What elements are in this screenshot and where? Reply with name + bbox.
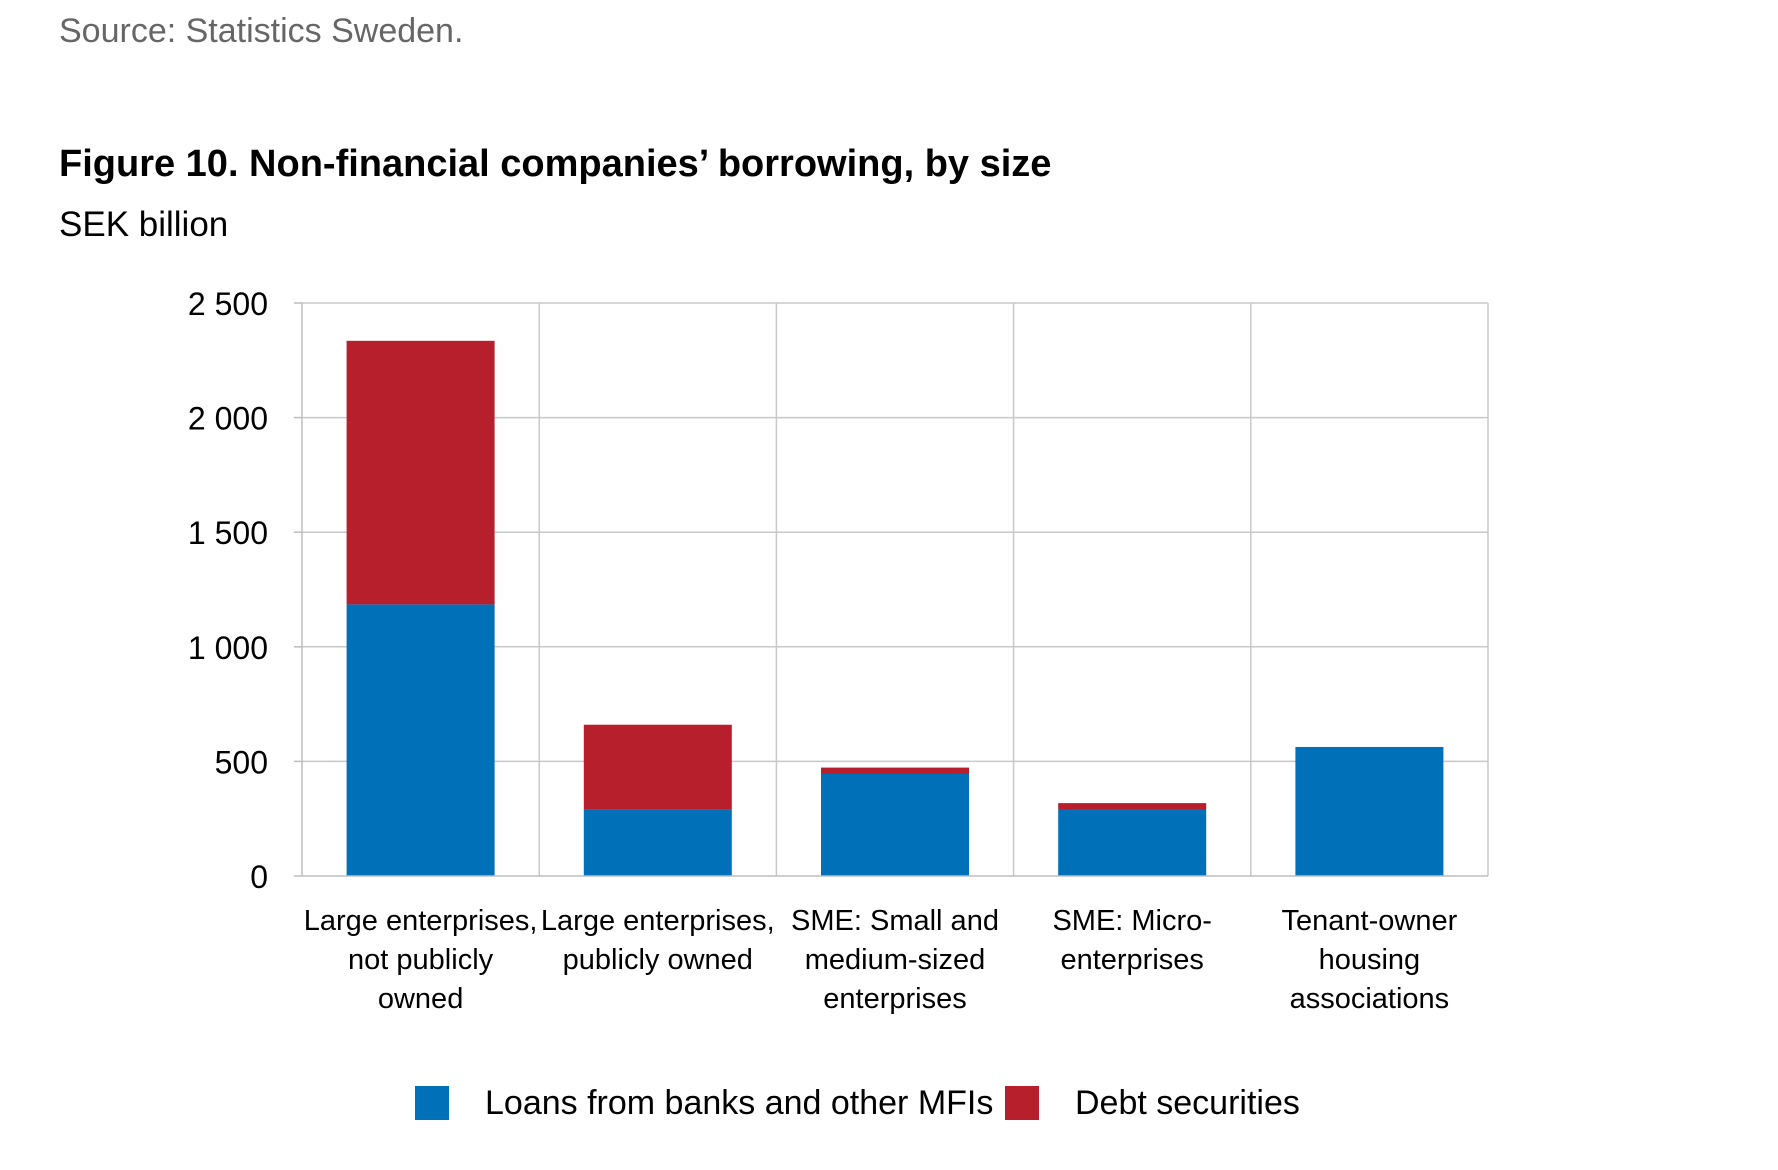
legend-label-debt-securities: Debt securities <box>1075 1083 1300 1122</box>
y-tick-label: 500 <box>215 744 268 780</box>
legend-item-loans: Loans from banks and other MFIs <box>415 1080 993 1126</box>
bar-loans <box>821 774 969 876</box>
y-tick-label: 1 000 <box>188 630 268 666</box>
legend-label-loans: Loans from banks and other MFIs <box>485 1083 994 1122</box>
bar-loans <box>1295 746 1444 876</box>
legend: Loans from banks and other MFIs Debt sec… <box>0 1080 1778 1126</box>
chart-subtitle: SEK billion <box>59 205 229 244</box>
bar-debt-securities <box>583 724 732 810</box>
y-tick-label: 0 <box>250 859 268 895</box>
y-tick-label: 2 500 <box>188 286 268 322</box>
bar-debt-securities <box>821 767 969 775</box>
x-tick-label: Tenant-owner housing associations <box>1282 905 1458 1015</box>
legend-swatch-debt-securities <box>1005 1086 1039 1120</box>
bar-loans <box>1058 809 1207 876</box>
source-note: Source: Statistics Sweden. <box>59 12 464 50</box>
legend-swatch-loans <box>415 1086 449 1120</box>
bar-debt-securities <box>1058 803 1207 810</box>
legend-item-debt-securities: Debt securities <box>1005 1080 1300 1126</box>
y-tick-label: 1 500 <box>188 515 268 551</box>
bar-chart: 0 500 1 000 1 500 2 000 2 500 Large enterprise… <box>188 286 1489 1015</box>
x-tick-label: Large enterprises, not publicly owned <box>304 905 538 1015</box>
bar-loans <box>346 604 495 876</box>
bar-debt-securities <box>346 340 495 605</box>
chart-title: Figure 10. Non-financial companies’ borr… <box>59 143 1052 185</box>
x-tick-label: SME: Small and medium-sized enterprises <box>791 905 999 1015</box>
x-tick-label: Large enterprises, publicly owned <box>541 905 775 976</box>
x-tick-label: SME: Micro-enterprises <box>1052 905 1212 976</box>
y-tick-label: 2 000 <box>188 401 268 437</box>
bar-loans <box>583 809 732 876</box>
